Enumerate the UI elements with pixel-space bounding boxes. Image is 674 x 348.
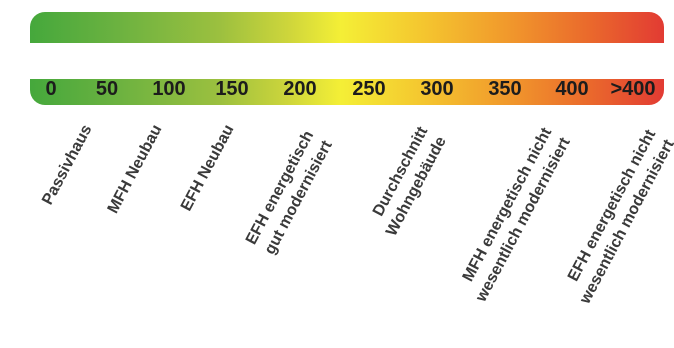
tick-label: 400 — [555, 78, 589, 100]
tick-label: 0 — [45, 78, 57, 100]
scale-value-band: 0 50 100 150 200 250 300 350 400 >400 — [30, 43, 664, 99]
tick-label: 50 — [95, 78, 119, 100]
tick-label: 250 — [352, 78, 386, 100]
category-label-mfh-neubau: MFH Neubau — [104, 122, 166, 217]
tick-label: 300 — [420, 78, 454, 100]
category-label-efh-nicht-modernisiert: EFH energetisch nicht wesentlich moderni… — [564, 127, 674, 307]
category-label-efh-neubau: EFH Neubau — [177, 122, 238, 214]
category-label-efh-gut-modernisiert: EFH energetisch gut modernisiert — [242, 128, 336, 258]
category-label-passivhaus: Passivhaus — [39, 122, 96, 208]
tick-label: 150 — [215, 78, 249, 100]
tick-label: >400 — [610, 78, 656, 100]
color-scale-bar: 0 50 100 150 200 250 300 350 400 >400 — [30, 12, 664, 105]
tick-label: 350 — [488, 78, 522, 100]
tick-label: 200 — [283, 78, 317, 100]
category-label-mfh-nicht-modernisiert: MFH energetisch nicht wesentlich moderni… — [459, 125, 574, 305]
category-label-durchschnitt-wohngebaeude: Durchschnitt Wohngebäude — [369, 124, 450, 239]
tick-label: 100 — [152, 78, 186, 100]
